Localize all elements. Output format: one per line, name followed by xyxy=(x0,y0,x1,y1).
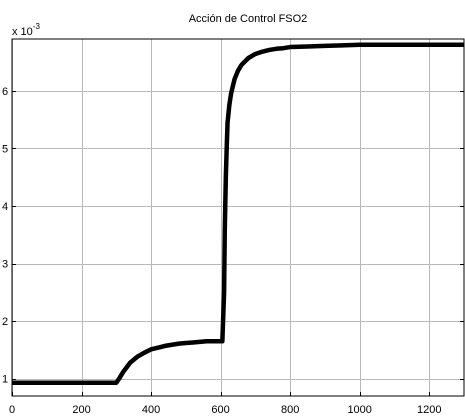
y-multiplier-label: x 10-3 xyxy=(12,22,40,38)
x-tick-label: 600 xyxy=(211,404,229,416)
y-tick-label: 1 xyxy=(2,374,8,386)
tick-labels: 0 200 400 600 800 1000 1200 1 2 3 4 5 6 xyxy=(2,86,442,416)
y-tick-label: 4 xyxy=(2,201,8,213)
series-line xyxy=(12,42,464,386)
y-tick-label: 2 xyxy=(2,316,8,328)
y-tick-label: 5 xyxy=(2,143,8,155)
plot-area-frame xyxy=(11,38,465,397)
x-tick-label: 200 xyxy=(72,404,90,416)
y-tick-label: 3 xyxy=(2,259,8,271)
axis-ticks xyxy=(12,91,464,396)
x-tick-label: 400 xyxy=(142,404,160,416)
x-tick-label: 1000 xyxy=(347,404,371,416)
y-tick-label: 6 xyxy=(2,86,8,98)
grid xyxy=(12,39,464,396)
x-tick-label: 0 xyxy=(9,404,15,416)
x-tick-label: 800 xyxy=(281,404,299,416)
x-tick-label: 1200 xyxy=(417,404,441,416)
series-group xyxy=(11,42,465,386)
chart-title: Acción de Control FSO2 xyxy=(189,13,308,25)
y-exponent: -3 xyxy=(33,22,41,31)
